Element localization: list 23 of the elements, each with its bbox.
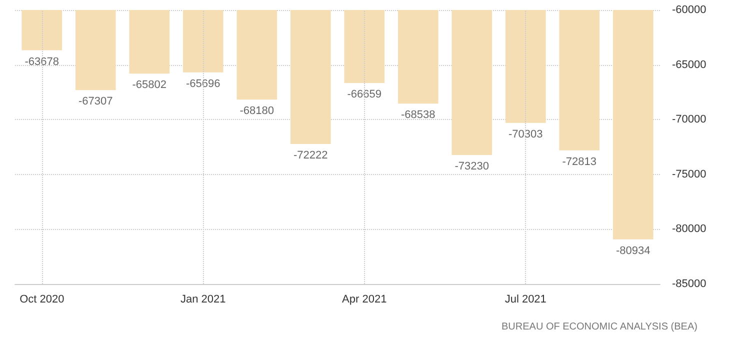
y-tick-label: -70000 xyxy=(672,114,706,126)
data-label: -72813 xyxy=(562,156,597,168)
data-label: -73230 xyxy=(454,160,490,172)
data-label: -80934 xyxy=(616,244,650,257)
y-tick-label: -60000 xyxy=(672,4,706,16)
x-tick-label: Apr 2021 xyxy=(342,294,387,306)
x-tick-label: Jan 2021 xyxy=(180,294,226,306)
data-label: -65696 xyxy=(186,78,220,90)
data-label: -68180 xyxy=(240,105,274,118)
y-tick-label: -85000 xyxy=(672,278,706,290)
data-label: -70303 xyxy=(508,128,543,140)
y-tick-label: -80000 xyxy=(672,223,706,236)
data-label: -63678 xyxy=(24,56,60,68)
data-label: -67307 xyxy=(78,96,113,108)
data-label: -72222 xyxy=(293,149,328,162)
x-tick-label: Jul 2021 xyxy=(504,294,546,306)
x-tick-label: Oct 2020 xyxy=(20,294,64,306)
data-label: -65802 xyxy=(132,79,167,92)
y-tick-label: -75000 xyxy=(672,168,706,180)
data-label: -66659 xyxy=(347,88,382,100)
text: BUREAU OF ECONOMIC ANALYSIS (BEA) xyxy=(501,322,698,332)
data-label: -68538 xyxy=(400,109,436,122)
y-tick-label: -65000 xyxy=(672,58,706,71)
